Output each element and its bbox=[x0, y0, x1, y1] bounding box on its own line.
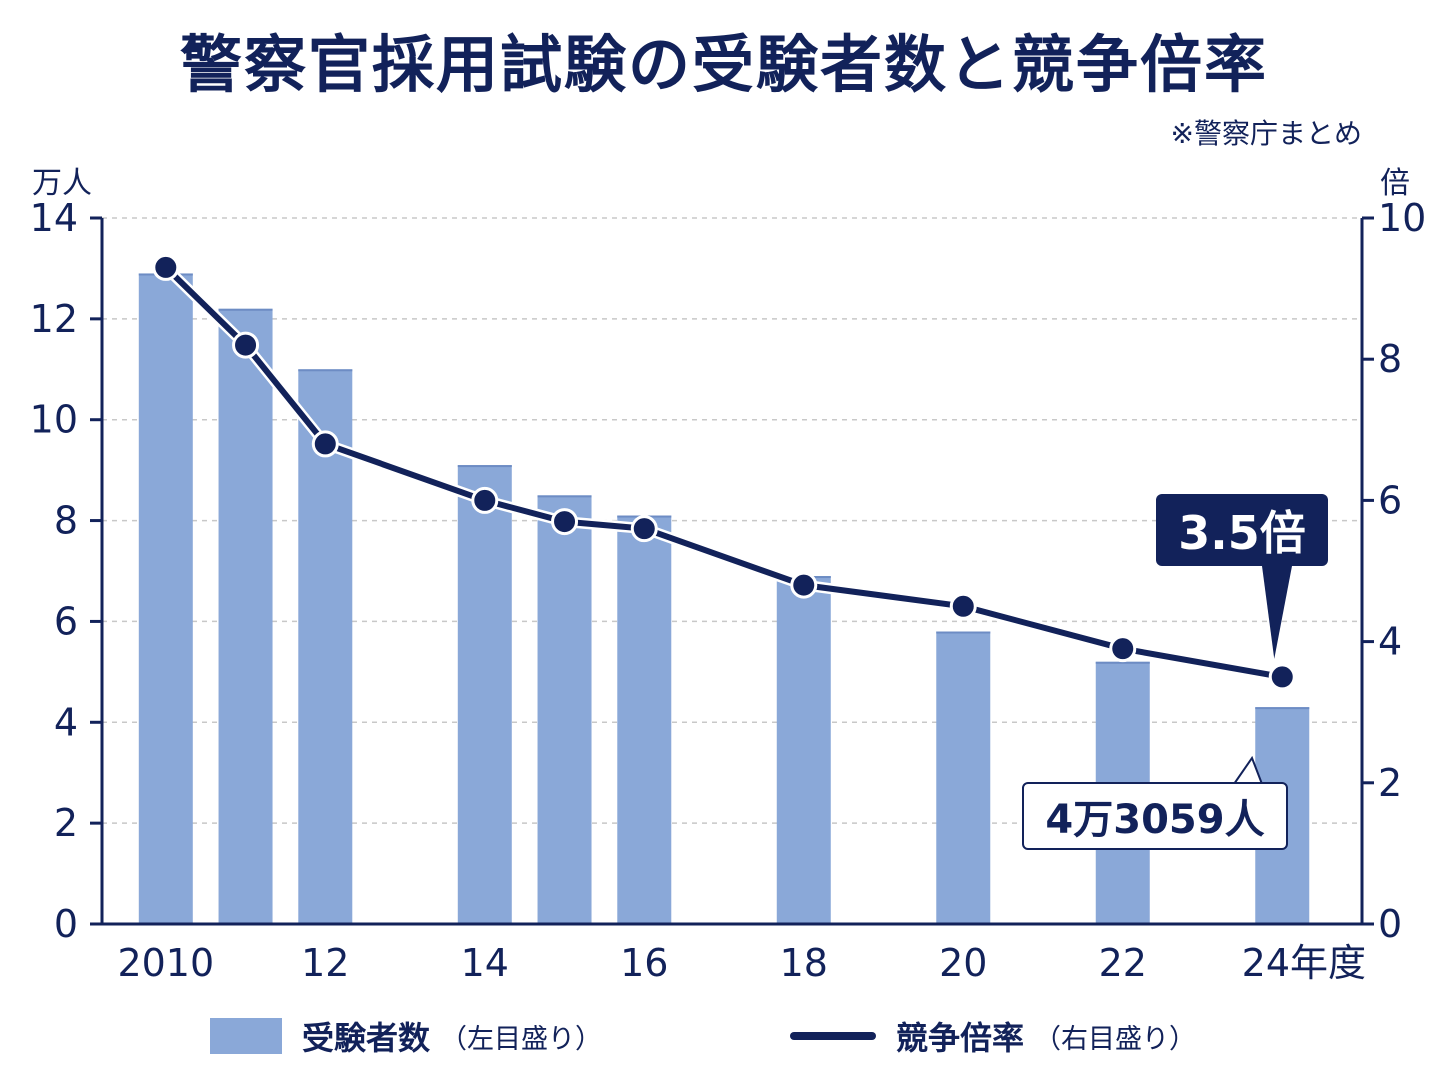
legend-bar-item: 受験者数 （左目盛り） bbox=[210, 1012, 602, 1060]
rate-callout-pointer bbox=[1262, 566, 1292, 659]
x-tick-label: 18 bbox=[780, 941, 828, 985]
applicants-callout: 4万3059人 bbox=[1022, 782, 1288, 850]
bar-top bbox=[1255, 707, 1310, 710]
rate-point bbox=[630, 515, 658, 543]
rate-point bbox=[790, 571, 818, 599]
right-tick-label: 10 bbox=[1378, 196, 1426, 240]
rate-callout: 3.5倍 bbox=[1156, 494, 1328, 566]
right-axis-unit: 倍 bbox=[1380, 166, 1410, 201]
rate-point bbox=[949, 592, 977, 620]
left-tick-label: 2 bbox=[54, 801, 78, 845]
legend-bar-label: 受験者数 bbox=[302, 1019, 431, 1057]
rate-point bbox=[311, 430, 339, 458]
rate-point bbox=[471, 486, 499, 514]
bar bbox=[936, 631, 991, 924]
right-tick-label: 0 bbox=[1378, 902, 1402, 946]
x-tick-label: 14 bbox=[461, 941, 509, 985]
bar bbox=[537, 495, 592, 924]
rate-point bbox=[551, 508, 579, 536]
legend-line-swatch bbox=[790, 1032, 876, 1040]
rate-point bbox=[152, 253, 180, 281]
rate-line bbox=[163, 265, 1283, 680]
x-tick-label: 12 bbox=[301, 941, 349, 985]
bar-top bbox=[457, 465, 512, 468]
x-tick-label: 22 bbox=[1099, 941, 1147, 985]
bar bbox=[298, 369, 353, 924]
left-tick-label: 6 bbox=[54, 599, 78, 643]
rate-point bbox=[1268, 663, 1296, 691]
bar-top bbox=[537, 495, 592, 498]
right-tick-label: 4 bbox=[1378, 620, 1402, 664]
x-tick-label: 16 bbox=[620, 941, 668, 985]
left-tick-label: 8 bbox=[54, 499, 78, 543]
bar-top bbox=[1095, 661, 1150, 664]
bar bbox=[457, 465, 512, 924]
legend-bar-sub: （左目盛り） bbox=[440, 1023, 603, 1055]
left-tick-label: 4 bbox=[54, 700, 78, 744]
left-tick-label: 12 bbox=[30, 297, 78, 341]
x-tick-label: 2010 bbox=[117, 941, 214, 985]
x-tick-label: 24年度 bbox=[1242, 941, 1366, 985]
legend-line-item: 競争倍率 （右目盛り） bbox=[790, 1012, 1196, 1060]
bar bbox=[218, 308, 273, 924]
bar-top bbox=[936, 631, 991, 634]
right-tick-label: 6 bbox=[1378, 478, 1402, 522]
bar-top bbox=[298, 369, 353, 372]
right-tick-label: 2 bbox=[1378, 761, 1402, 805]
left-axis-unit: 万人 bbox=[32, 166, 92, 201]
rate-point bbox=[1109, 635, 1137, 663]
rate-point bbox=[232, 331, 260, 359]
x-tick-label: 20 bbox=[939, 941, 987, 985]
legend-bar-swatch bbox=[210, 1018, 282, 1054]
bar bbox=[617, 515, 672, 924]
left-tick-label: 0 bbox=[54, 902, 78, 946]
chart-title: 警察官採用試験の受験者数と競争倍率 bbox=[179, 28, 1268, 101]
left-tick-label: 10 bbox=[30, 398, 78, 442]
bar bbox=[138, 273, 193, 924]
bar bbox=[776, 576, 831, 924]
legend-line-sub: （右目盛り） bbox=[1034, 1023, 1197, 1055]
legend-line-label: 競争倍率 bbox=[896, 1019, 1025, 1057]
right-tick-label: 8 bbox=[1378, 337, 1402, 381]
source-note: ※警察庁まとめ bbox=[1170, 117, 1362, 150]
left-tick-label: 14 bbox=[30, 196, 78, 240]
bar-top bbox=[218, 308, 273, 311]
